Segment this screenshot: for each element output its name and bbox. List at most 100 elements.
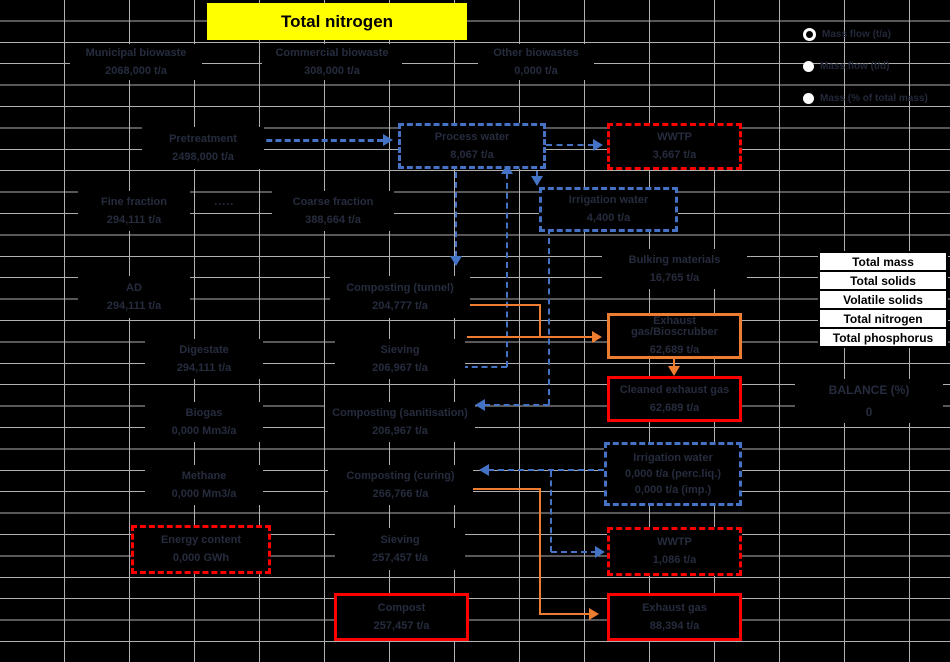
node-value: 0,000 Mm3/a bbox=[171, 424, 237, 437]
node-label: Methane bbox=[181, 469, 227, 482]
menu-item-total-nitrogen[interactable]: Total nitrogen bbox=[818, 308, 948, 329]
node-composting-curing: Composting (curing) 266,766 t/a bbox=[328, 465, 473, 505]
flow-bioscrubber-to-cleaned-gas bbox=[673, 356, 675, 367]
node-value: 0,000 GWh bbox=[172, 552, 230, 564]
arrowhead-down-icon bbox=[450, 256, 462, 266]
node-coarse-fraction: Coarse fraction 388,664 t/a bbox=[272, 191, 394, 231]
arrowhead-right-icon bbox=[592, 331, 602, 343]
flow-to-wwtp-lower-vertical bbox=[550, 471, 552, 552]
node-value: 206,967 t/a bbox=[372, 424, 428, 437]
legend-item: Mass flow (t/d) bbox=[803, 50, 948, 82]
node-methane: Methane 0,000 Mm3/a bbox=[145, 465, 263, 505]
node-value: 266,766 t/a bbox=[372, 487, 429, 500]
filled-circle-icon bbox=[803, 92, 814, 104]
legend-label: Mass (% of total mass) bbox=[820, 92, 928, 104]
node-value: 257,457 t/a bbox=[372, 551, 428, 564]
menu-item-total-mass[interactable]: Total mass bbox=[818, 251, 948, 272]
node-pretreatment: Pretreatment 2498,000 t/a bbox=[142, 127, 264, 169]
menu-item-total-solids[interactable]: Total solids bbox=[818, 270, 948, 291]
flow-to-bioscrubber bbox=[467, 336, 594, 338]
node-label: Composting (tunnel) bbox=[346, 281, 454, 294]
node-label: Composting (sanitisation) bbox=[332, 406, 468, 419]
node-compost: Compost 257,457 t/a bbox=[334, 593, 469, 641]
node-label: Cleaned exhaust gas bbox=[619, 383, 730, 396]
node-label: BALANCE (%) bbox=[828, 383, 910, 397]
flow-sieving-to-process-water bbox=[506, 173, 508, 367]
node-label: Digestate bbox=[179, 343, 229, 356]
flow-tunnel-exhaust-elbow bbox=[539, 304, 541, 337]
node-value: 1,086 t/a bbox=[652, 554, 697, 566]
filled-circle-icon bbox=[803, 60, 814, 72]
arrowhead-right-icon bbox=[383, 134, 393, 146]
flow-irrigation-lower-to-curing bbox=[488, 469, 604, 471]
node-label: Sieving bbox=[380, 533, 420, 546]
flow-irrigation-to-sanitisation-vertical bbox=[548, 228, 550, 405]
node-value: 88,394 t/a bbox=[649, 619, 700, 632]
node-commercial-biowaste: Commercial biowaste 308,000 t/a bbox=[262, 44, 402, 80]
node-label: Pretreatment bbox=[169, 132, 237, 145]
arrowhead-right-icon bbox=[589, 608, 599, 620]
node-value: 0,000 t/a bbox=[514, 64, 558, 77]
node-value: 8,067 t/a bbox=[450, 148, 494, 161]
node-label: Sieving bbox=[380, 343, 420, 356]
node-label: Exhaust gas/Bioscrubber bbox=[631, 315, 718, 338]
node-balance: BALANCE (%) 0 bbox=[795, 379, 943, 423]
flow-curing-exhaust-vertical bbox=[539, 488, 541, 615]
arrowhead-down-icon bbox=[531, 176, 543, 186]
node-label: Irrigation water bbox=[568, 194, 649, 206]
arrowhead-left-icon bbox=[475, 399, 485, 411]
node-label: Municipal biowaste bbox=[85, 46, 187, 59]
page-title: Total nitrogen bbox=[207, 3, 467, 40]
node-biogas: Biogas 0,000 Mm3/a bbox=[145, 402, 263, 442]
node-fine-fraction: Fine fraction 294,111 t/a bbox=[78, 191, 190, 231]
node-label: Fine fraction bbox=[100, 195, 167, 208]
legend-label: Mass flow (t/d) bbox=[820, 60, 890, 72]
node-label: Process water bbox=[434, 130, 510, 143]
node-value: 0 bbox=[865, 405, 873, 419]
node-wwtp-top: WWTP 3,667 t/a bbox=[607, 123, 742, 170]
legend-label: Mass flow (t/a) bbox=[822, 28, 891, 40]
node-municipal-biowaste: Municipal biowaste 2068,000 t/a bbox=[70, 44, 202, 80]
node-value: 308,000 t/a bbox=[304, 64, 360, 77]
node-value: 4,400 t/a bbox=[586, 212, 631, 224]
node-value: 388,664 t/a bbox=[305, 213, 361, 226]
flow-process-water-down bbox=[455, 172, 457, 257]
node-value: 3,667 t/a bbox=[652, 149, 697, 161]
node-digestate: Digestate 294,111 t/a bbox=[145, 339, 263, 379]
node-value: 206,967 t/a bbox=[372, 361, 428, 374]
node-value: 257,457 t/a bbox=[373, 619, 430, 632]
node-sieving-upper: Sieving 206,967 t/a bbox=[335, 339, 465, 379]
arrowhead-left-icon bbox=[479, 464, 489, 476]
separator-dots: ····· bbox=[196, 196, 252, 212]
node-energy-content: Energy content 0,000 GWh bbox=[131, 525, 271, 574]
flow-irrigation-to-sanitisation-horizontal bbox=[484, 404, 549, 406]
menu-item-total-phosphorus[interactable]: Total phosphorus bbox=[818, 327, 948, 348]
flow-tunnel-exhaust-upper bbox=[467, 304, 540, 306]
node-label: Commercial biowaste bbox=[275, 46, 389, 59]
node-label: WWTP bbox=[657, 536, 692, 548]
node-label: Compost bbox=[377, 601, 426, 614]
arrowhead-right-icon bbox=[595, 546, 605, 558]
node-exhaust-gas-bioscrubber: Exhaust gas/Bioscrubber 62,689 t/a bbox=[607, 313, 742, 359]
arrowhead-down-icon bbox=[668, 366, 680, 376]
node-value: 204,777 t/a bbox=[372, 299, 428, 312]
node-label: Energy content bbox=[160, 534, 242, 546]
node-exhaust-gas-bottom: Exhaust gas 88,394 t/a bbox=[607, 593, 742, 641]
node-value: 62,689 t/a bbox=[649, 401, 700, 414]
node-composting-tunnel: Composting (tunnel) 204,777 t/a bbox=[330, 276, 470, 318]
node-value: 2498,000 t/a bbox=[172, 150, 234, 163]
arrowhead-right-icon bbox=[593, 139, 603, 151]
node-ad: AD 294,111 t/a bbox=[78, 276, 190, 318]
menu-item-volatile-solids[interactable]: Volatile solids bbox=[818, 289, 948, 310]
node-wwtp-lower: WWTP 1,086 t/a bbox=[607, 527, 742, 576]
node-label: Composting (curing) bbox=[346, 469, 455, 482]
node-composting-sanitisation: Composting (sanitisation) 206,967 t/a bbox=[325, 402, 475, 442]
node-label: Irrigation water bbox=[633, 451, 713, 464]
node-value: 294,111 t/a bbox=[106, 213, 162, 226]
node-label: WWTP bbox=[657, 131, 692, 143]
node-label: Coarse fraction bbox=[292, 195, 374, 208]
flow-to-exhaust-gas-bottom bbox=[539, 613, 591, 615]
legend-item: Mass flow (t/a) bbox=[803, 18, 948, 50]
node-label: Exhaust gas bbox=[642, 601, 707, 614]
node-cleaned-exhaust-gas: Cleaned exhaust gas 62,689 t/a bbox=[607, 376, 742, 422]
